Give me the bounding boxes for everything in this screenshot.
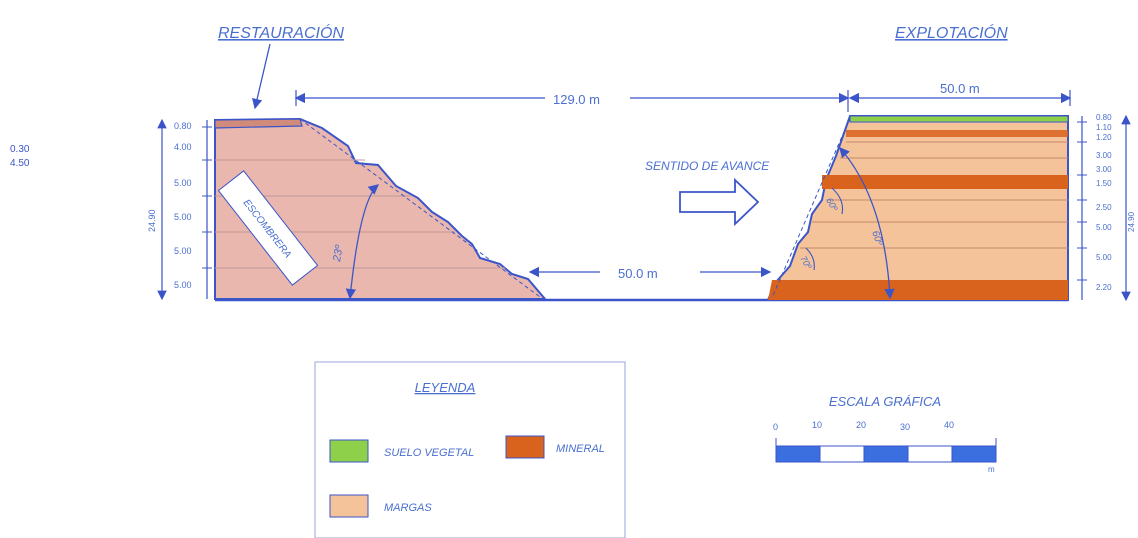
restauracion-pointer (252, 43, 271, 110)
legend-swatch-mineral (505, 435, 545, 459)
scale-ticks: 0 10 20 30 40 (773, 420, 954, 432)
angle-a: 60º (869, 229, 885, 248)
right-total: 24.90 (1127, 211, 1136, 232)
layer-mineral-1 (822, 175, 1068, 189)
angle-arc-low (805, 247, 815, 271)
legend-swatch-suelo (329, 439, 369, 463)
scale-tick-20: 20 (856, 420, 866, 430)
right-t-6: 2.50 (1096, 203, 1112, 212)
bench-dashes (299, 118, 541, 298)
angle-left: 23º (331, 243, 346, 263)
right-t-3: 3.00 (1096, 151, 1112, 160)
right-t-7: 5.00 (1096, 223, 1112, 232)
topsoil-restored (214, 118, 303, 129)
right-t-8: 5.00 (1096, 253, 1112, 262)
right-t-9: 2.20 (1096, 283, 1112, 292)
layer-mineral-2 (768, 280, 1068, 300)
legend-label-suelo: SUELO VEGETAL (384, 447, 474, 459)
scale-title: ESCALA GRÁFICA (829, 394, 941, 409)
scale-tick-0: 0 (773, 422, 778, 432)
title-restauracion: RESTAURACIÓN (218, 23, 344, 42)
right-t-0: 0.80 (1096, 113, 1112, 122)
left-thickness-labels: 0.80 4.00 5.00 5.00 5.00 5.00 (174, 121, 192, 290)
legend-swatch-margas (329, 494, 369, 518)
layer-mineral-thin (846, 130, 1068, 137)
left-t-1: 4.00 (174, 142, 192, 152)
legend-title: LEYENDA (415, 380, 476, 395)
angle-arc-left (345, 184, 379, 300)
right-t-4: 3.00 (1096, 165, 1112, 174)
scale-unit: m (988, 465, 995, 474)
side-note-1: 0.30 (10, 144, 30, 155)
layer-suelo-vegetal (849, 115, 1069, 123)
right-t-2: 1.20 (1096, 133, 1112, 142)
left-t-4: 5.00 (174, 246, 192, 256)
left-t-3: 5.00 (174, 212, 192, 222)
dim-top-span: 129.0 m (553, 92, 600, 107)
bench-dashes-right (771, 117, 851, 299)
scale-bar (775, 438, 997, 463)
angle-arc-big (839, 147, 895, 300)
dim-bottom-gap: 50.0 m (618, 266, 658, 281)
left-total: 24.90 (147, 209, 157, 232)
left-t-0: 0.80 (174, 121, 192, 131)
left-ticks (202, 126, 212, 269)
legend-label-margas: MARGAS (384, 502, 432, 514)
left-t-5: 5.00 (174, 280, 192, 290)
right-thickness-labels: 0.80 1.10 1.20 3.00 3.00 1.50 2.50 5.00 … (1096, 113, 1112, 292)
explotacion-body (766, 115, 1069, 301)
angle-arc-mid (831, 187, 844, 215)
scale-tick-30: 30 (900, 422, 910, 432)
title-explotacion: EXPLOTACIÓN (895, 23, 1008, 42)
scale-tick-40: 40 (944, 420, 954, 430)
side-note-2: 4.50 (10, 158, 30, 169)
sentido-avance: SENTIDO DE AVANCE (645, 159, 770, 173)
arrow-avance (679, 177, 760, 227)
right-t-1: 1.10 (1096, 123, 1112, 132)
right-ticks (1077, 121, 1087, 281)
left-t-2: 5.00 (174, 178, 192, 188)
scale-tick-10: 10 (812, 420, 822, 430)
right-t-5: 1.50 (1096, 179, 1112, 188)
dim-right-top-span: 50.0 m (940, 81, 980, 96)
escombrera-label-box: ESCOMBRERA (217, 170, 319, 286)
legend-label-mineral: MINERAL (556, 443, 605, 455)
